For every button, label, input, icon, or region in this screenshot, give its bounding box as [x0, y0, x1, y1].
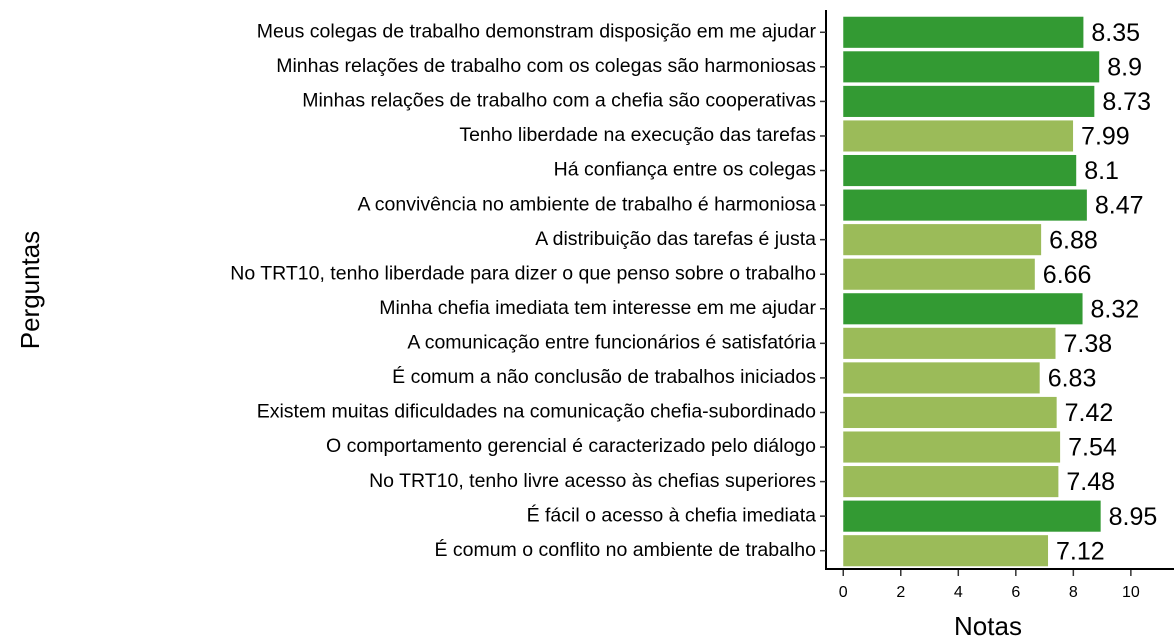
y-tick-label: É comum a não conclusão de trabalhos ini…: [392, 365, 816, 388]
bar: [843, 154, 1077, 187]
x-axis-title: Notas: [954, 611, 1022, 641]
y-axis-title: Perguntas: [15, 231, 45, 350]
value-label: 7.12: [1056, 537, 1105, 565]
value-label: 8.73: [1102, 88, 1151, 116]
value-label: 8.95: [1109, 503, 1158, 531]
bar: [843, 500, 1101, 532]
bar: [843, 258, 1035, 290]
y-tick-label: No TRT10, tenho liberdade para dizer o q…: [230, 262, 816, 284]
y-tick-label: Existem muitas dificuldades na comunicaç…: [257, 401, 816, 423]
value-label: 6.88: [1049, 226, 1098, 254]
x-tick-label: 4: [954, 584, 963, 601]
bar: [843, 16, 1084, 48]
value-label: 7.48: [1066, 468, 1115, 496]
y-tick-label: Tenho liberdade na execução das tarefas: [459, 124, 816, 146]
x-tick-label: 6: [1011, 584, 1020, 601]
y-tick-label: A convivência no ambiente de trabalho é …: [357, 193, 816, 215]
bar: [843, 466, 1059, 498]
value-label: 8.32: [1091, 295, 1140, 323]
value-label: 8.47: [1095, 192, 1144, 220]
value-label: 8.9: [1107, 53, 1142, 81]
x-tick-label: 10: [1122, 584, 1140, 601]
y-tick-label: Minha chefia imediata tem interesse em m…: [379, 297, 816, 319]
value-label: 6.83: [1048, 365, 1097, 393]
value-label: 7.99: [1081, 123, 1130, 151]
y-tick-label: É comum o conflito no ambiente de trabal…: [434, 538, 816, 561]
y-tick-label: A distribuição das tarefas é justa: [535, 228, 816, 250]
y-tick-label: No TRT10, tenho livre acesso às chefias …: [369, 470, 816, 492]
y-tick-label: Minhas relações de trabalho com a chefia…: [302, 90, 816, 112]
bar: [843, 120, 1074, 152]
bar: [843, 535, 1049, 567]
value-label: 6.66: [1043, 261, 1092, 289]
y-tick-label: Minhas relações de trabalho com os coleg…: [276, 55, 816, 77]
bar: [843, 85, 1095, 117]
y-tick-label: O comportamento gerencial é caracterizad…: [326, 435, 816, 457]
value-label: 7.38: [1064, 330, 1113, 358]
x-tick-label: 8: [1069, 584, 1078, 601]
bar: [843, 362, 1040, 394]
x-tick-label: 0: [839, 584, 848, 601]
y-tick-label: Meus colegas de trabalho demonstram disp…: [257, 20, 817, 42]
bar: [843, 293, 1083, 325]
y-tick-label: É fácil o acesso à chefia imediata: [527, 503, 817, 526]
y-tick-label: Há confiança entre os colegas: [554, 159, 817, 181]
bar: [843, 327, 1056, 359]
bar: [843, 396, 1057, 429]
x-tick-label: 2: [896, 584, 905, 601]
value-label: 8.1: [1084, 157, 1119, 185]
value-label: 7.54: [1068, 434, 1117, 462]
bar: [843, 431, 1061, 463]
bar: [843, 224, 1042, 256]
y-tick-label: A comunicação entre funcionários é satis…: [407, 332, 816, 354]
bar: [843, 51, 1100, 83]
value-label: 8.35: [1091, 19, 1140, 47]
value-label: 7.42: [1065, 399, 1114, 427]
bar: [843, 189, 1087, 221]
